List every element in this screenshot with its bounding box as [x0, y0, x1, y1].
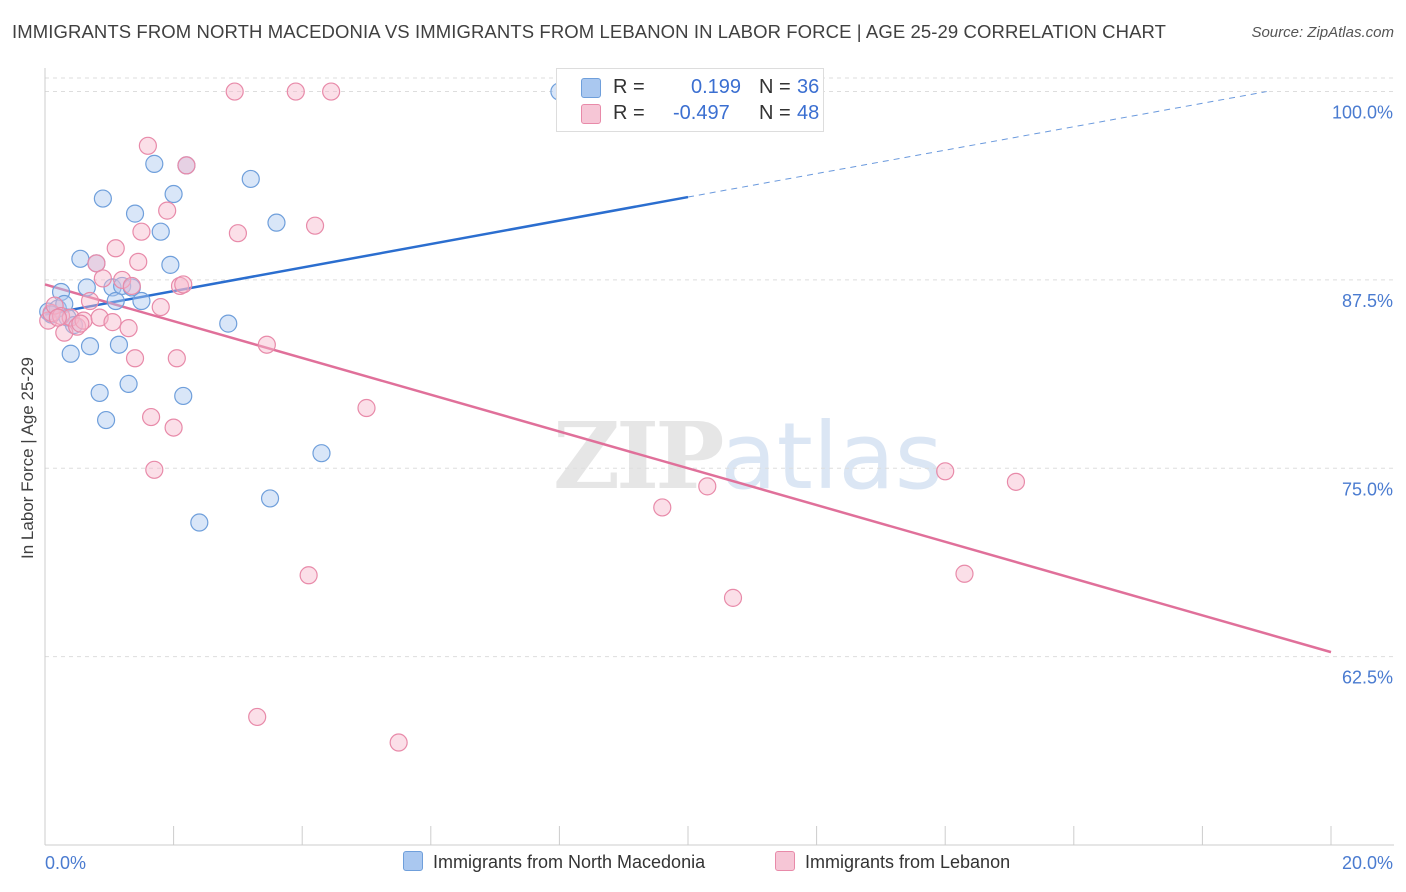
n-label: N = [759, 76, 791, 98]
chart-title: IMMIGRANTS FROM NORTH MACEDONIA VS IMMIG… [12, 21, 1167, 42]
lebanon-point [357, 398, 376, 418]
lebanon-point [103, 313, 122, 332]
lebanon-point [119, 319, 138, 338]
n-label: N = [759, 102, 791, 124]
lebanon-point [48, 308, 67, 327]
lebanon-point [125, 349, 145, 368]
lebanon-point [106, 239, 125, 258]
lebanon-point [158, 201, 177, 220]
north-macedonia-point [113, 276, 132, 296]
north-macedonia-point [80, 337, 100, 356]
data-points [39, 82, 1026, 752]
lebanon-point [113, 270, 132, 290]
north-macedonia-point [109, 335, 129, 354]
lebanon-point [45, 296, 64, 315]
lebanon-trend-line [44, 283, 1332, 654]
lebanon-point [80, 291, 100, 311]
source-label[interactable]: Source: ZipAtlas.com [1251, 24, 1394, 41]
lebanon-point [93, 269, 112, 288]
north-macedonia-point [145, 154, 164, 173]
north-macedonia-point [103, 278, 122, 297]
blue-swatch-icon [581, 78, 601, 98]
lebanon-point [299, 566, 318, 585]
north-macedonia-point [151, 222, 170, 241]
x-tick-label: 20.0% [1342, 853, 1393, 873]
lebanon-point [145, 460, 164, 479]
lebanon-point [71, 314, 90, 333]
lebanon-point [174, 275, 193, 294]
lebanon-point [228, 224, 247, 243]
x-tick-label: 0.0% [45, 853, 86, 873]
axes: 62.5% 75.0% 87.5% 100.0% 0.0% 20.0% [44, 68, 1394, 873]
north-macedonia-point [241, 169, 260, 189]
north-macedonia-point [125, 204, 145, 223]
north-macedonia-point [260, 489, 280, 508]
trend-lines [44, 91, 1332, 654]
north-macedonia-point [161, 255, 180, 274]
lebanon-point [225, 82, 244, 101]
lebanon-point [151, 297, 170, 317]
r-value: -0.497 [673, 102, 730, 124]
lebanon-point [177, 156, 196, 175]
lebanon-point [138, 136, 157, 155]
stats-legend: R = 0.199 N = 36 R = -0.497 N = 48 [556, 68, 824, 132]
north-macedonia-point [219, 314, 238, 333]
lebanon-point [129, 252, 148, 271]
n-value: 36 [797, 76, 820, 98]
n-value: 48 [797, 102, 820, 124]
north-macedonia-point [174, 386, 193, 406]
north-macedonia-point [106, 291, 125, 311]
north-macedonia-point [96, 410, 116, 430]
north-macedonia-point [267, 213, 286, 232]
lebanon-point [164, 418, 183, 437]
r-label: R = [613, 102, 645, 124]
y-tick-label: 87.5% [1342, 291, 1393, 311]
north-macedonia-point [71, 249, 90, 268]
blue-swatch-icon [403, 851, 423, 871]
pink-swatch-icon [581, 104, 601, 124]
north-macedonia-point [119, 374, 138, 393]
lebanon-point [389, 733, 408, 752]
lebanon-point [698, 477, 717, 496]
pink-swatch-icon [775, 851, 795, 871]
legend-label: Immigrants from Lebanon [805, 852, 1011, 872]
legend-item-north-macedonia[interactable]: Immigrants from North Macedonia [403, 851, 705, 877]
lebanon-point [87, 254, 106, 273]
north-macedonia-point [77, 278, 96, 297]
north-macedonia-point [93, 189, 112, 208]
lebanon-point [122, 276, 141, 296]
y-tick-label: 100.0% [1332, 103, 1393, 123]
grid [45, 77, 1394, 658]
y-tick-label: 75.0% [1342, 479, 1393, 499]
lebanon-point [955, 564, 974, 583]
lebanon-point [248, 707, 267, 727]
north-macedonia-point [312, 444, 331, 463]
north-macedonia-point [164, 184, 183, 204]
r-value: 0.199 [691, 76, 742, 98]
north-macedonia-point [132, 291, 151, 311]
lebanon-point [1006, 472, 1026, 491]
lebanon-point [132, 222, 151, 241]
legend-item-lebanon[interactable]: Immigrants from Lebanon [775, 851, 1010, 877]
lebanon-point [305, 216, 325, 235]
lebanon-point [653, 498, 672, 517]
legend-label: Immigrants from North Macedonia [433, 852, 706, 872]
north-macedonia-point [90, 383, 109, 403]
lebanon-point [257, 335, 276, 354]
north-macedonia-point [190, 513, 209, 532]
lebanon-point [167, 349, 186, 368]
lebanon-point [936, 462, 955, 481]
lebanon-point [141, 407, 161, 427]
r-label: R = [613, 76, 645, 98]
lebanon-point [322, 82, 341, 101]
lebanon-point [286, 82, 305, 101]
north-macedonia-trend-line [44, 195, 689, 316]
lebanon-point [723, 588, 743, 607]
north-macedonia-point [61, 344, 80, 363]
y-tick-label: 62.5% [1342, 668, 1393, 688]
